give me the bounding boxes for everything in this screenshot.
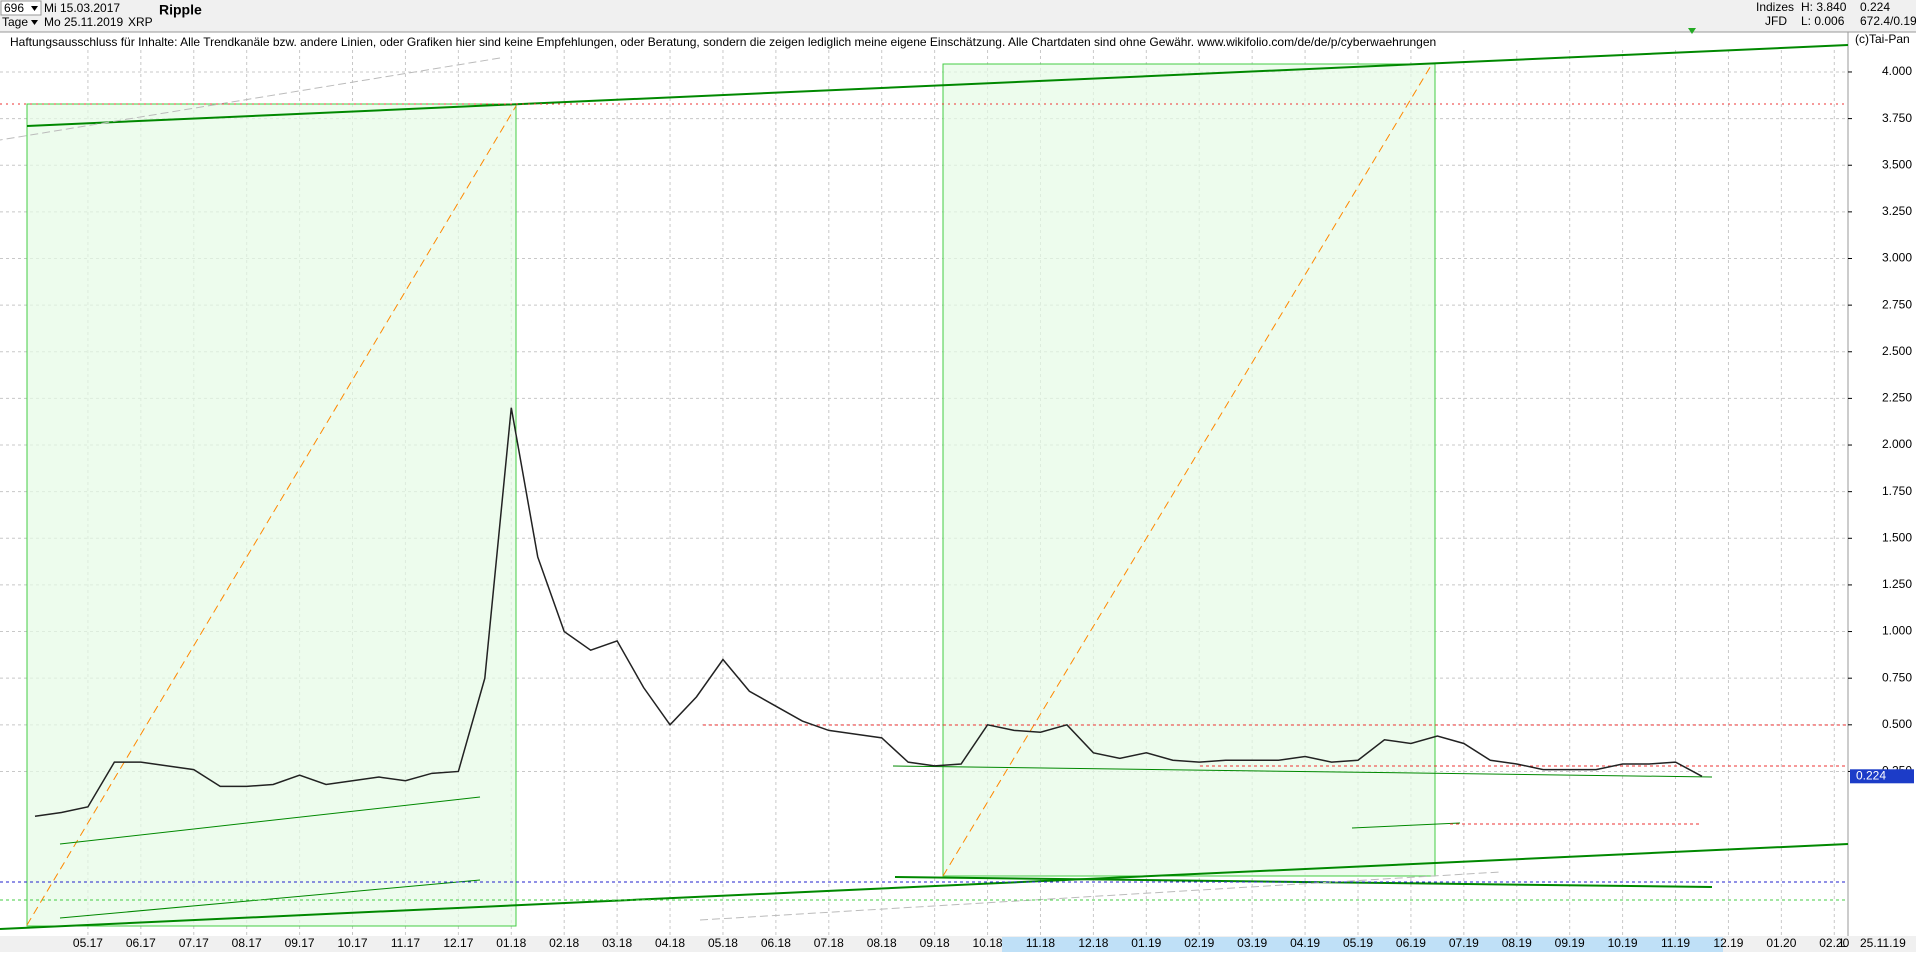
x-tick-label: 08.19	[1502, 936, 1532, 950]
x-tick-label: 03.18	[602, 936, 632, 950]
y-tick-label: 2.750	[1882, 297, 1912, 311]
extra: 672.4/0.19	[1860, 14, 1916, 28]
dropdown-icon	[31, 6, 38, 11]
diagonal	[942, 63, 1433, 877]
low: L: 0.006	[1801, 14, 1845, 28]
start-date: Mi 15.03.2017	[44, 1, 120, 15]
box	[26, 103, 517, 927]
x-tick-label: 01.18	[496, 936, 526, 950]
y-tick-label: 3.750	[1882, 111, 1912, 125]
x-tick-label: 06.17	[126, 936, 156, 950]
y-tick-label: 2.500	[1882, 344, 1912, 358]
scale-mode: L	[1840, 936, 1847, 950]
x-tick-label: 11.18	[1026, 936, 1055, 950]
y-tick-label: 2.250	[1882, 391, 1912, 405]
symbol: XRP	[128, 15, 153, 29]
y-tick-label: 1.750	[1882, 484, 1912, 498]
trendline	[26, 44, 1849, 127]
x-tick-label: 10.18	[973, 936, 1003, 950]
price-line	[34, 407, 1703, 817]
x-tick-label: 11.17	[391, 936, 420, 950]
x-tick-label: 04.18	[655, 936, 685, 950]
high: H: 3.840	[1801, 0, 1847, 14]
x-tick-label: 05.19	[1343, 936, 1373, 950]
marker-icon	[1688, 28, 1696, 34]
x-tick-label: 12.18	[1078, 936, 1108, 950]
last: 0.224	[1860, 0, 1890, 14]
trendline	[1351, 822, 1461, 829]
dropdown-icon	[31, 20, 38, 25]
x-tick-label: 08.18	[867, 936, 897, 950]
x-tick-label: 09.18	[920, 936, 950, 950]
bars-box[interactable]	[0, 0, 42, 16]
x-tick-label: 12.19	[1713, 936, 1743, 950]
x-tick-label: 02.20	[1819, 936, 1849, 950]
trendline	[59, 879, 481, 919]
x-tick-label: 05.18	[708, 936, 738, 950]
y-tick-label: 3.500	[1882, 157, 1912, 171]
x-tick-label: 06.18	[761, 936, 791, 950]
box	[942, 63, 1436, 877]
x-tick-label: 05.17	[73, 936, 103, 950]
x-tick-label: 12.17	[443, 936, 473, 950]
header-bar	[0, 0, 1916, 32]
x-tick-label: 11.19	[1661, 936, 1690, 950]
x-axis-highlight	[1002, 937, 1723, 952]
y-tick-label: 0.750	[1882, 670, 1912, 684]
y-tick-label: 3.250	[1882, 204, 1912, 218]
source: JFD	[1765, 14, 1787, 28]
trendline	[699, 871, 1501, 921]
y-tick-label: 2.000	[1882, 437, 1912, 451]
copyright: (c)Tai-Pan	[1855, 32, 1910, 46]
market: Indizes	[1756, 0, 1794, 14]
trendline	[892, 765, 1713, 778]
x-tick-label: 09.17	[285, 936, 315, 950]
y-tick-label: 1.500	[1882, 530, 1912, 544]
x-tick-label: 10.19	[1608, 936, 1638, 950]
x-tick-label: 07.18	[814, 936, 844, 950]
y-tick-label: 1.000	[1882, 624, 1912, 638]
disclaimer: Haftungsausschluss für Inhalte: Alle Tre…	[10, 35, 1436, 49]
x-tick-label: 01.19	[1131, 936, 1161, 950]
footer-date: 25.11.19	[1860, 936, 1906, 950]
x-tick-label: 07.19	[1449, 936, 1479, 950]
x-tick-label: 08.17	[232, 936, 262, 950]
bars: 696	[4, 1, 24, 15]
x-tick-label: 01.20	[1766, 936, 1796, 950]
x-tick-label: 07.17	[179, 936, 209, 950]
trendline	[0, 843, 1849, 930]
last-price-label: 0.224	[1856, 768, 1886, 782]
y-tick-label: 0.500	[1882, 717, 1912, 731]
trendline	[0, 57, 501, 141]
x-tick-label: 02.19	[1184, 936, 1214, 950]
y-tick-label: 4.000	[1882, 64, 1912, 78]
trendline	[59, 796, 481, 845]
x-tick-label: 09.19	[1555, 936, 1585, 950]
x-tick-label: 04.19	[1290, 936, 1320, 950]
x-tick-label: 02.18	[549, 936, 579, 950]
period: Tage	[2, 15, 28, 29]
end-date: Mo 25.11.2019	[44, 15, 123, 29]
y-tick-label: 1.250	[1882, 577, 1912, 591]
instrument-name: Ripple	[159, 2, 202, 18]
x-tick-label: 03.19	[1237, 936, 1267, 950]
x-tick-label: 10.17	[338, 936, 368, 950]
x-tick-label: 06.19	[1396, 936, 1426, 950]
annotations	[0, 44, 1849, 930]
y-tick-label: 3.000	[1882, 251, 1912, 265]
last-price-box	[1850, 769, 1914, 784]
diagonal	[26, 105, 517, 926]
